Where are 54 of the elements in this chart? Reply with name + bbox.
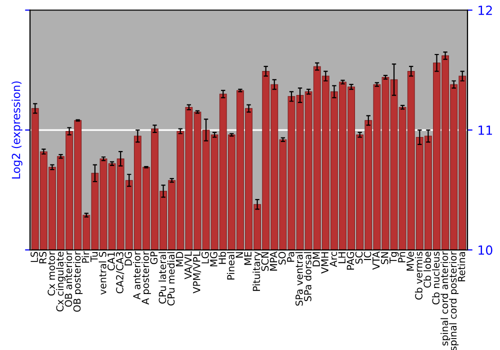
y-tick-label: 12 [478, 6, 492, 15]
x-tick-label: Cx motor [48, 251, 56, 296]
x-tick-label: Arc [330, 252, 338, 267]
x-tick-label: Pa [287, 252, 294, 262]
x-tick-label: CA1 [108, 252, 115, 270]
x-tick-label: Retina [458, 252, 466, 282]
y-axis-title: Log2 (expression) [12, 81, 22, 178]
x-tick-label: Cx cingulate [56, 252, 66, 312]
x-tick-label: Pineal [226, 252, 234, 280]
x-tick-label: CPu medial [167, 252, 175, 306]
x-tick-label: IC [364, 252, 372, 260]
x-tick-label: VA/VL [184, 251, 193, 280]
x-tick-label: Cb nucleus [432, 252, 440, 304]
x-tick-label: spinal cord anterior [440, 251, 450, 346]
y-tick-label: 10 [478, 245, 492, 255]
x-tick-label: VPM/VPL [193, 251, 202, 294]
x-tick-label: Tu [90, 252, 98, 262]
x-tick-label: MG [210, 252, 218, 266]
y-tick-label: 11 [478, 126, 492, 135]
x-tick-label: DM [312, 252, 320, 266]
x-tick-label: MPA [270, 251, 278, 271]
x-tick-label: SC [355, 252, 363, 264]
x-tick-label: Pir [82, 251, 90, 263]
x-tick-label: N [236, 252, 243, 258]
x-tick-label: Cb vermis [414, 252, 422, 300]
x-tick-label: CPu lateral [158, 252, 166, 304]
x-tick-label: OB posterior [73, 251, 83, 312]
x-tick-label: Tg [390, 252, 399, 264]
x-tick-label: ventral S [98, 252, 106, 295]
x-tick-label: SCN [261, 252, 269, 271]
x-tick-label: LG [201, 252, 209, 264]
x-tick-label: GP [150, 252, 158, 264]
x-tick-label: LS [30, 252, 38, 262]
x-tick-label: ME [244, 252, 252, 265]
x-tick-label: CA2/CA3 [116, 252, 124, 294]
x-tick-label: A anterior [132, 251, 140, 300]
x-tick-label: MVe [406, 252, 414, 271]
x-tick-label: SPa ventral [295, 252, 303, 306]
x-tick-label: SO [278, 252, 286, 264]
x-tick-label: Pn [398, 252, 406, 262]
x-tick-label: SN [380, 252, 388, 264]
x-tick-label: Pituitary [252, 252, 262, 291]
x-tick-label: VMH [321, 252, 328, 274]
x-tick-label: LH [338, 252, 346, 264]
x-tick-label: A posterior [142, 251, 151, 305]
x-tick-label: MD [176, 252, 184, 266]
x-tick-label: VTA [372, 251, 380, 270]
x-tick-label: DG [124, 252, 132, 266]
x-tick-label: Hb [218, 252, 226, 264]
x-tick-label: RS [39, 252, 46, 264]
x-tick-label: PAG [346, 252, 354, 270]
x-tick-label: OB anterior [64, 251, 72, 307]
x-tick-label: Cb lobe [423, 252, 432, 288]
x-tick-label: SPa dorsal [304, 252, 312, 302]
